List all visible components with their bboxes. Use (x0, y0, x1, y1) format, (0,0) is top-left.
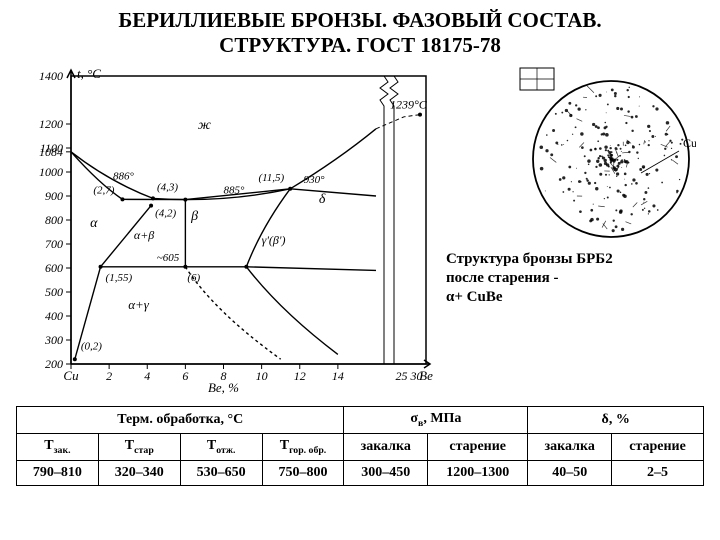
svg-text:(4,2): (4,2) (155, 208, 176, 220)
svg-text:930°: 930° (304, 174, 326, 186)
svg-text:800: 800 (45, 213, 63, 227)
th-tstar: Тстар (98, 434, 180, 461)
title-line2: СТРУКТУРА. ГОСТ 18175-78 (219, 33, 501, 57)
svg-text:10: 10 (256, 369, 268, 383)
svg-text:1400: 1400 (39, 69, 63, 83)
td-sz: 300–450 (344, 460, 428, 485)
svg-text:(1,55): (1,55) (106, 272, 133, 284)
microstructure-svg: CuBe (516, 64, 696, 244)
th-therm: Терм. обработка, °С (17, 407, 344, 434)
td-tgor: 750–800 (262, 460, 344, 485)
caption-l3: α+ CuBe (446, 289, 503, 305)
table-header-row-1: Терм. обработка, °С σв, МПа δ, % (17, 407, 704, 434)
table-row: 790–810 320–340 530–650 750–800 300–450 … (17, 460, 704, 485)
th-sigma: σв, МПа (344, 407, 528, 434)
svg-text:14: 14 (332, 369, 344, 383)
td-tstar: 320–340 (98, 460, 180, 485)
svg-text:(4,3): (4,3) (157, 182, 178, 194)
microstructure-panel: CuBe Структура бронзы БРБ2 после старени… (446, 64, 696, 306)
svg-text:(6): (6) (187, 272, 200, 284)
td-ss: 1200–1300 (428, 460, 528, 485)
th-delta: δ, % (528, 407, 704, 434)
svg-text:α: α (90, 217, 98, 232)
title-line1: БЕРИЛЛИЕВЫЕ БРОНЗЫ. ФАЗОВЫЙ СОСТАВ. (118, 8, 601, 32)
svg-text:700: 700 (45, 237, 63, 251)
svg-text:Be: Be (419, 368, 433, 383)
svg-text:885°: 885° (224, 185, 246, 197)
td-dz: 40–50 (528, 460, 612, 485)
th-tzak: Тзак. (17, 434, 99, 461)
svg-text:300: 300 (44, 333, 63, 347)
svg-text:Cu: Cu (63, 368, 79, 383)
td-totzh: 530–650 (180, 460, 262, 485)
phase-diagram-svg: 2003004005006007008009001000108411001200… (16, 64, 436, 394)
svg-text:α+β: α+β (134, 229, 154, 243)
microstructure-caption: Структура бронзы БРБ2 после старения - α… (446, 250, 696, 306)
figure-row: 2003004005006007008009001000108411001200… (16, 64, 704, 394)
td-ds: 2–5 (611, 460, 703, 485)
svg-text:(2,7): (2,7) (93, 185, 114, 197)
table-header-row-2: Тзак. Тстар Тотж. Тгор. обр. закалка ста… (17, 434, 704, 461)
svg-text:1200: 1200 (39, 117, 63, 131)
svg-text:4: 4 (144, 369, 150, 383)
svg-text:400: 400 (45, 309, 63, 323)
svg-text:900: 900 (45, 189, 63, 203)
td-tzak: 790–810 (17, 460, 99, 485)
svg-text:t, °C: t, °C (77, 66, 101, 81)
svg-text:δ: δ (319, 193, 326, 208)
svg-text:~605: ~605 (157, 252, 180, 264)
page-title: БЕРИЛЛИЕВЫЕ БРОНЗЫ. ФАЗОВЫЙ СОСТАВ. СТРУ… (16, 8, 704, 58)
svg-text:γ'(β'): γ'(β') (262, 233, 286, 247)
th-sig-s: старение (428, 434, 528, 461)
svg-text:Be, %: Be, % (208, 380, 239, 394)
svg-text:ж: ж (198, 118, 211, 133)
th-del-s: старение (611, 434, 703, 461)
svg-text:886°: 886° (113, 171, 135, 183)
svg-text:(11,5): (11,5) (258, 172, 284, 184)
svg-text:6: 6 (182, 369, 188, 383)
properties-table: Терм. обработка, °С σв, МПа δ, % Тзак. Т… (16, 406, 704, 486)
svg-text:200: 200 (45, 357, 63, 371)
th-tgor: Тгор. обр. (262, 434, 344, 461)
svg-text:(0,2): (0,2) (81, 341, 102, 353)
svg-text:1000: 1000 (39, 165, 63, 179)
th-del-z: закалка (528, 434, 612, 461)
svg-text:500: 500 (45, 285, 63, 299)
caption-l2: после старения - (446, 270, 558, 286)
svg-text:1239°C: 1239°C (390, 98, 428, 112)
svg-text:CuBe: CuBe (683, 136, 696, 150)
phase-diagram: 2003004005006007008009001000108411001200… (16, 64, 436, 394)
svg-text:β: β (190, 209, 198, 224)
svg-text:2: 2 (106, 369, 112, 383)
svg-text:600: 600 (45, 261, 63, 275)
svg-text:12: 12 (294, 369, 306, 383)
th-totzh: Тотж. (180, 434, 262, 461)
th-sig-z: закалка (344, 434, 428, 461)
svg-text:α+γ: α+γ (128, 297, 150, 312)
caption-l1: Структура бронзы БРБ2 (446, 251, 613, 267)
svg-text:1100: 1100 (40, 141, 63, 155)
